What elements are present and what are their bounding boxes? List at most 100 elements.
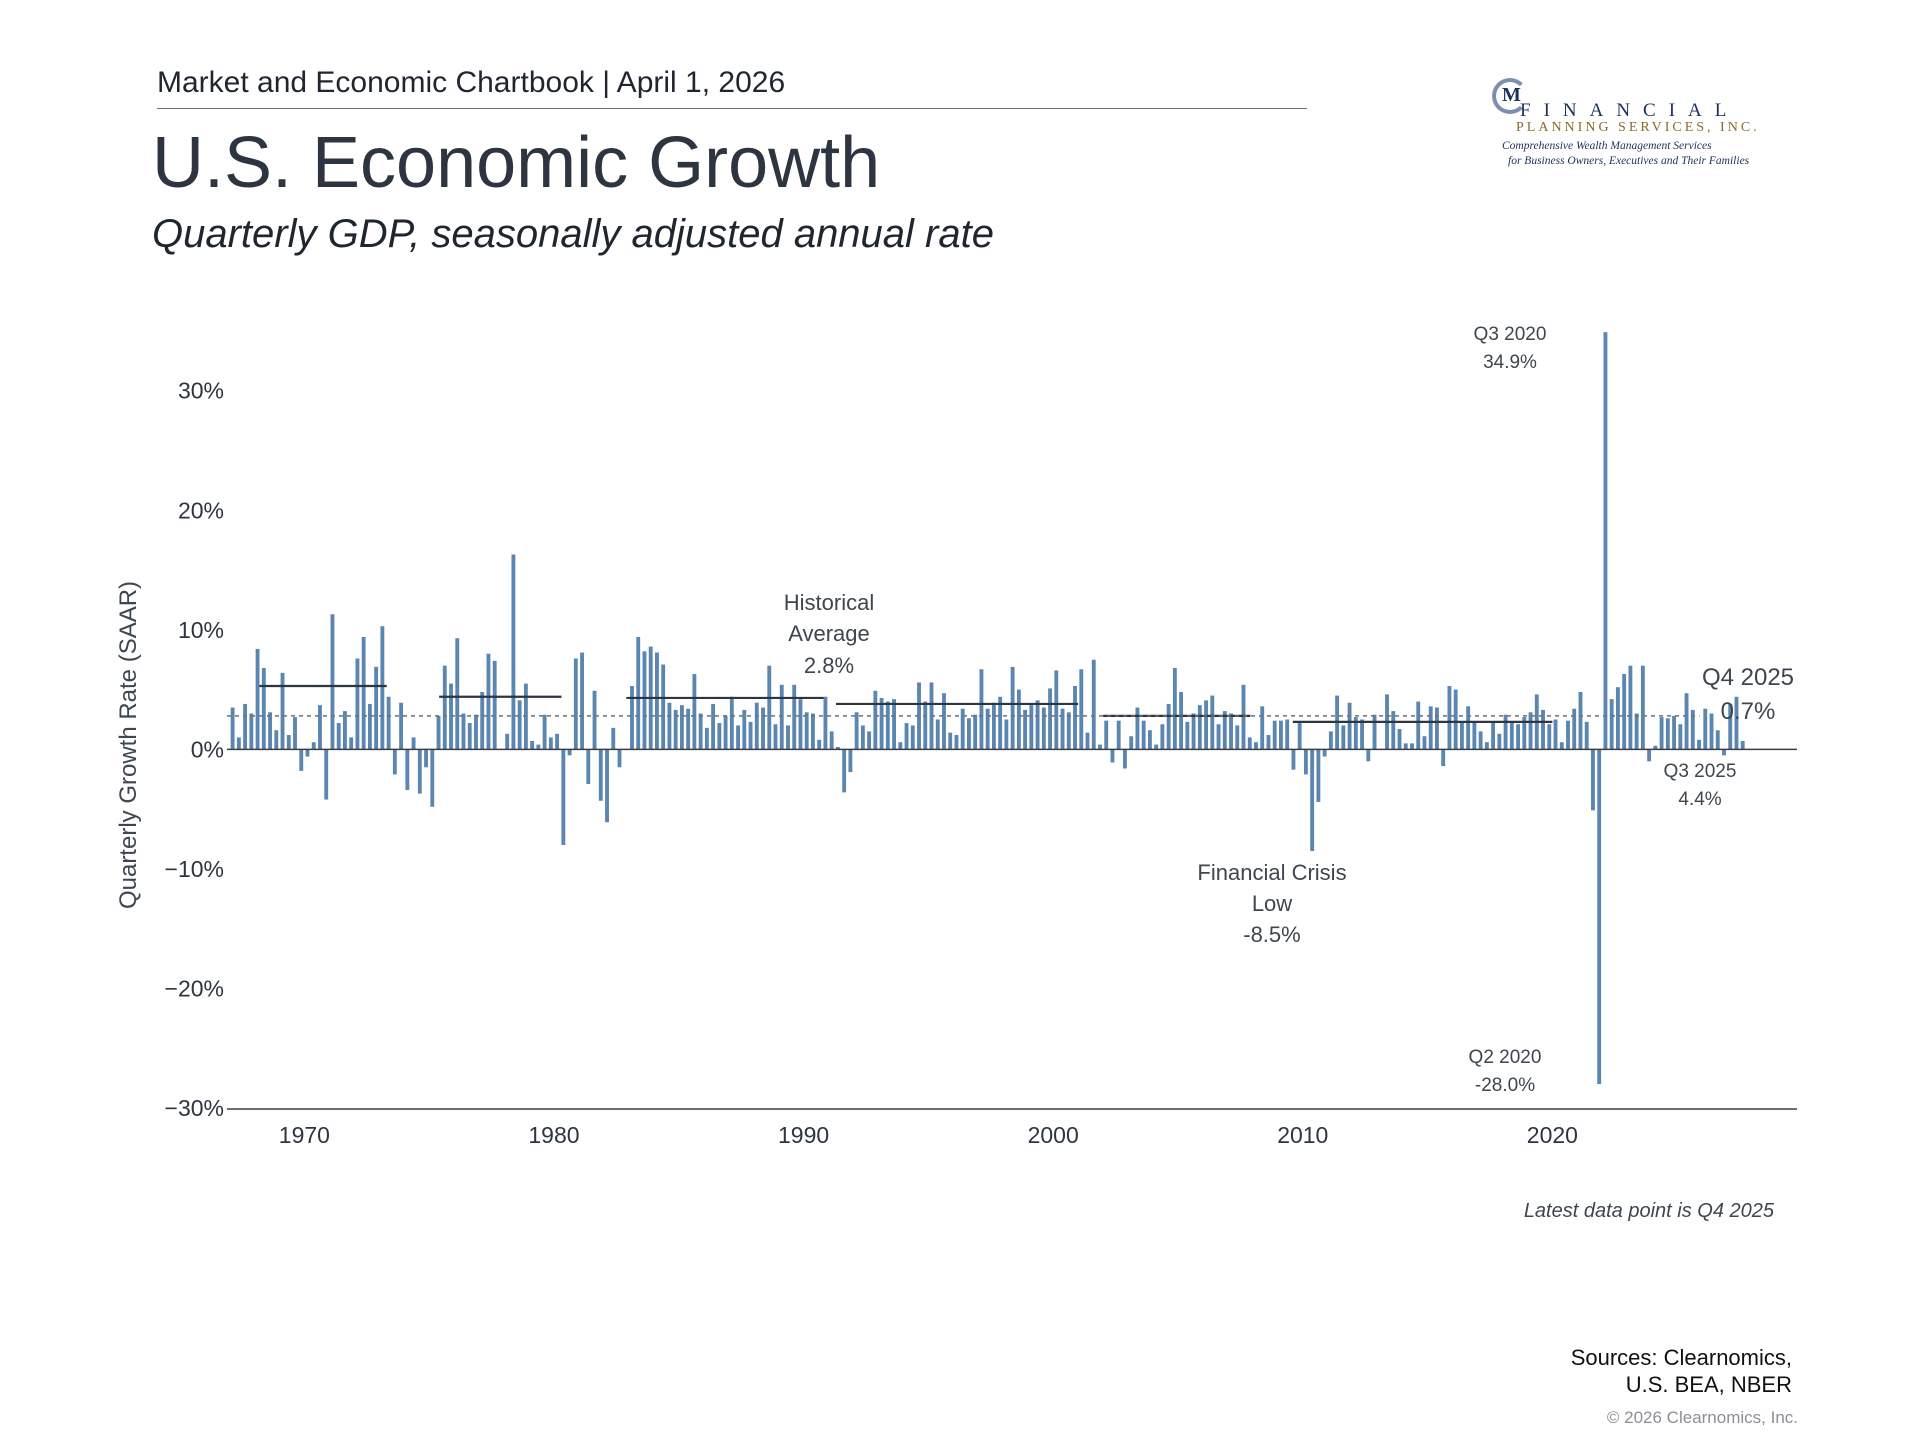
gdp-bar bbox=[274, 730, 279, 750]
header-divider bbox=[157, 108, 1307, 109]
gdp-bar bbox=[243, 703, 248, 750]
gdp-bar bbox=[1603, 332, 1608, 750]
gdp-bar bbox=[817, 739, 822, 750]
gdp-bar bbox=[611, 727, 616, 750]
gdp-bar bbox=[698, 713, 703, 750]
gdp-bar bbox=[1672, 715, 1677, 750]
gdp-bar bbox=[486, 653, 491, 750]
gdp-bar bbox=[904, 723, 909, 750]
gdp-bar bbox=[948, 732, 953, 750]
gdp-bar bbox=[667, 702, 672, 750]
gdp-bar bbox=[711, 703, 716, 750]
q4-2025-value: 0.7% bbox=[1721, 698, 1776, 725]
gdp-bar bbox=[336, 723, 341, 750]
gdp-bar bbox=[1703, 708, 1708, 750]
gdp-bar bbox=[436, 715, 441, 750]
gdp-bar bbox=[417, 749, 422, 794]
y-tick-label: −30% bbox=[165, 1095, 224, 1121]
gdp-bar bbox=[935, 719, 940, 750]
gdp-bar bbox=[1453, 689, 1458, 750]
gdp-bar bbox=[399, 702, 404, 750]
gdp-bar bbox=[592, 690, 597, 750]
q2-2020-value: -28.0% bbox=[1475, 1075, 1535, 1096]
gdp-bar bbox=[1566, 720, 1570, 750]
gdp-bar bbox=[392, 749, 397, 775]
gdp-bar bbox=[686, 708, 691, 750]
gdp-bar bbox=[280, 672, 285, 750]
gdp-bar bbox=[917, 682, 921, 750]
gdp-bar bbox=[923, 701, 928, 750]
q4-2025-label: Q4 2025 bbox=[1702, 664, 1794, 691]
gdp-bar bbox=[467, 723, 472, 750]
gdp-bar bbox=[293, 717, 297, 750]
gdp-bar bbox=[673, 709, 678, 750]
gdp-bar bbox=[1722, 749, 1726, 756]
gdp-bar bbox=[1528, 712, 1533, 750]
gdp-bar bbox=[1247, 737, 1252, 750]
gdp-bar bbox=[1609, 699, 1614, 750]
gdp-bar bbox=[361, 636, 366, 750]
x-tick-label: 1970 bbox=[279, 1122, 330, 1148]
gdp-bar bbox=[742, 709, 747, 750]
gdp-bar bbox=[1260, 706, 1265, 750]
gdp-bar bbox=[892, 699, 896, 750]
gdp-bar bbox=[1347, 702, 1352, 750]
gdp-bar bbox=[567, 749, 572, 756]
x-tick-label: 2010 bbox=[1277, 1122, 1328, 1148]
copyright-note: © 2026 Clearnomics, Inc. bbox=[1606, 1408, 1798, 1427]
gdp-bar bbox=[1085, 732, 1090, 750]
gdp-bar bbox=[1653, 745, 1658, 750]
gdp-bar bbox=[1266, 735, 1271, 750]
gdp-bar bbox=[1715, 730, 1720, 750]
historical-average-label-2: Average bbox=[788, 621, 870, 646]
gdp-bar bbox=[1216, 724, 1221, 750]
q2-2020-label: Q2 2020 bbox=[1469, 1047, 1542, 1068]
gdp-bar bbox=[1316, 749, 1321, 802]
gdp-bar bbox=[804, 712, 809, 750]
gdp-bar bbox=[455, 638, 460, 750]
gdp-bar bbox=[754, 702, 759, 750]
gdp-bar bbox=[1491, 721, 1496, 750]
gdp-bar bbox=[767, 665, 772, 750]
gdp-bar bbox=[1466, 706, 1471, 750]
historical-average-value: 2.8% bbox=[804, 653, 854, 678]
gdp-bar bbox=[1341, 725, 1346, 750]
gdp-bar bbox=[236, 737, 241, 750]
gdp-bar bbox=[979, 669, 984, 750]
gdp-bar bbox=[1154, 744, 1159, 750]
gdp-bar bbox=[617, 749, 622, 768]
gdp-bar bbox=[555, 733, 560, 750]
gdp-bar bbox=[1728, 703, 1733, 750]
gdp-bar bbox=[1235, 725, 1240, 750]
gdp-bar bbox=[1104, 720, 1109, 750]
gdp-bar bbox=[1372, 714, 1377, 750]
gdp-bar bbox=[542, 714, 547, 750]
gdp-bar bbox=[792, 684, 797, 750]
gdp-bar bbox=[636, 636, 641, 750]
gdp-bar bbox=[268, 712, 272, 750]
gdp-bar bbox=[798, 699, 803, 750]
q3-2020-value: 34.9% bbox=[1483, 352, 1537, 373]
logo-line-2: PLANNING SERVICES, INC. bbox=[1516, 120, 1760, 135]
gdp-bar bbox=[424, 749, 428, 768]
gdp-bar bbox=[1628, 665, 1633, 750]
x-tick-label: 1990 bbox=[778, 1122, 829, 1148]
gdp-bar bbox=[873, 690, 878, 750]
gdp-bar bbox=[1291, 749, 1296, 770]
x-tick-label: 2020 bbox=[1527, 1122, 1578, 1148]
gdp-bar bbox=[773, 724, 778, 750]
gdp-bar bbox=[1098, 744, 1102, 750]
gdp-bar bbox=[492, 660, 497, 750]
gdp-bar bbox=[942, 693, 946, 750]
financial-crisis-label-2: Low bbox=[1252, 891, 1292, 916]
financial-crisis-label-1: Financial Crisis bbox=[1197, 860, 1346, 885]
gdp-bar bbox=[779, 684, 784, 750]
gdp-bar bbox=[1391, 711, 1396, 750]
gdp-bar bbox=[1160, 724, 1165, 750]
x-tick-label: 2000 bbox=[1028, 1122, 1079, 1148]
gdp-bar bbox=[1297, 723, 1302, 750]
sources-line-2: U.S. BEA, NBER bbox=[1625, 1372, 1792, 1397]
gdp-bar bbox=[343, 711, 347, 750]
gdp-bar bbox=[1197, 705, 1202, 750]
gdp-bar bbox=[1709, 713, 1714, 750]
